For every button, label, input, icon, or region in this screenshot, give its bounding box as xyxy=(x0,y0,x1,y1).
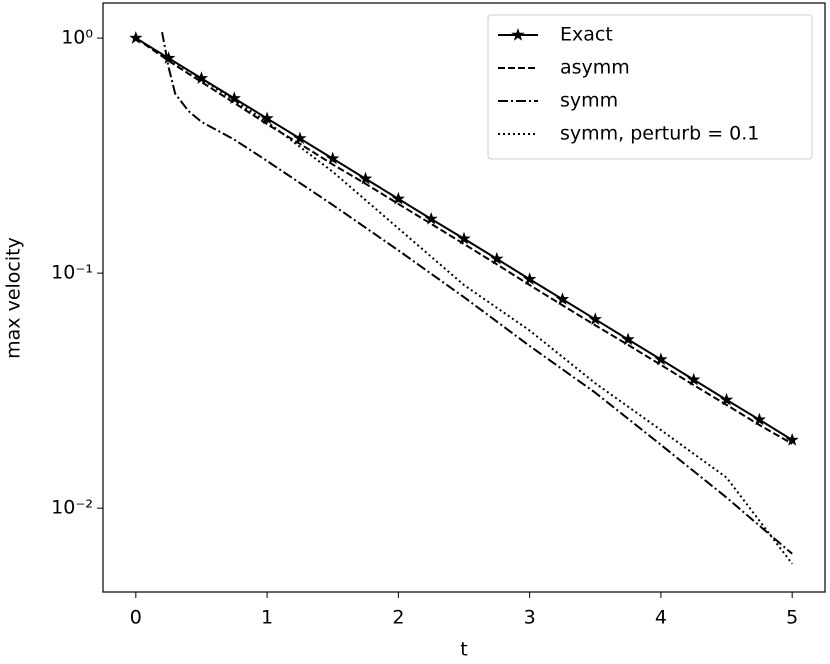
series-marker xyxy=(785,433,799,446)
series-marker xyxy=(129,31,143,44)
series-marker xyxy=(555,292,570,305)
series-line xyxy=(161,31,793,555)
x-axis-label: t xyxy=(460,639,467,661)
series-marker xyxy=(260,111,274,125)
series-marker xyxy=(194,71,209,84)
series-line xyxy=(135,37,793,565)
x-tick-label: 4 xyxy=(655,607,667,629)
series-marker xyxy=(227,91,241,104)
y-axis-label: max velocity xyxy=(3,237,25,359)
series-marker xyxy=(457,231,471,245)
legend-label: symm xyxy=(560,90,618,112)
legend-label: symm, perturb = 0.1 xyxy=(560,123,759,145)
series-marker xyxy=(752,412,766,426)
series-marker xyxy=(588,312,602,325)
y-tick-label: 10⁻² xyxy=(51,497,93,519)
series-marker xyxy=(490,251,504,265)
series-marker xyxy=(523,272,537,285)
series-marker xyxy=(326,151,340,165)
x-tick-label: 3 xyxy=(524,607,536,629)
series-marker xyxy=(687,372,701,386)
y-tick-label: 10⁰ xyxy=(61,27,93,49)
x-tick-label: 0 xyxy=(130,607,142,629)
series-marker xyxy=(654,352,668,366)
series-marker xyxy=(162,51,176,64)
x-tick-label: 1 xyxy=(261,607,273,629)
series-marker xyxy=(391,191,405,205)
x-tick-label: 5 xyxy=(786,607,798,629)
legend-box xyxy=(487,14,813,160)
series-marker xyxy=(719,392,734,406)
series-marker xyxy=(621,332,635,346)
plot-frame xyxy=(102,2,826,593)
legend-label: asymm xyxy=(560,57,630,79)
y-tick-label: 10⁻¹ xyxy=(51,262,93,284)
legend-marker xyxy=(511,28,525,41)
x-tick-label: 2 xyxy=(392,607,404,629)
series-marker xyxy=(358,171,373,185)
legend-label: Exact xyxy=(560,24,613,46)
series-marker xyxy=(424,212,438,225)
series-line xyxy=(135,37,793,445)
series-marker xyxy=(293,131,307,145)
